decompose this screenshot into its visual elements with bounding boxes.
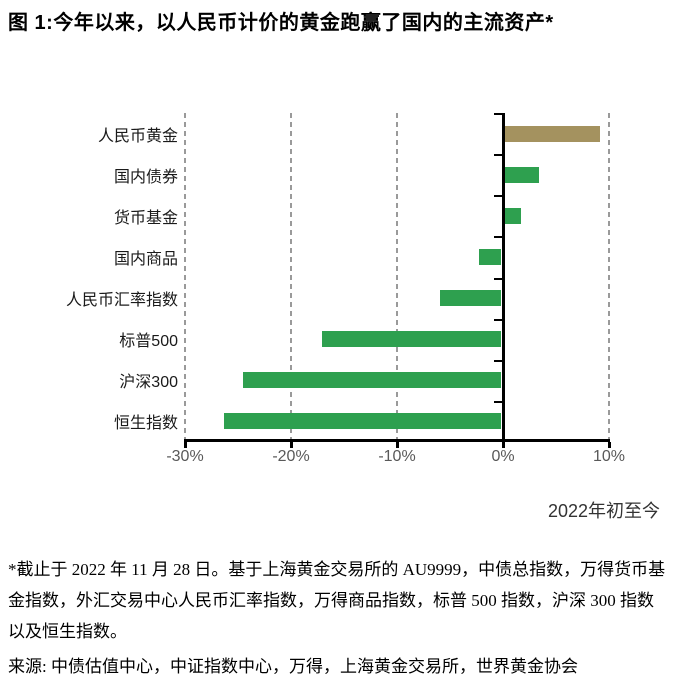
x-axis-tick bbox=[395, 442, 399, 448]
zero-axis-tick bbox=[493, 318, 502, 321]
x-axis-line bbox=[184, 439, 610, 442]
zero-axis-tick bbox=[493, 359, 502, 362]
plot-area bbox=[183, 113, 611, 448]
x-axis-tick bbox=[183, 442, 187, 448]
category-label: 标普500 bbox=[119, 333, 178, 351]
category-axis: 人民币黄金国内债券货币基金国内商品人民币汇率指数标普500 沪深300 恒生指数 bbox=[0, 113, 178, 442]
chart-title: 图 1:今年以来，以人民币计价的黄金跑赢了国内的主流资产* bbox=[8, 12, 554, 34]
bar-货币基金 bbox=[504, 207, 522, 224]
gridline--30 bbox=[184, 113, 186, 442]
footnote-block: *截止于 2022 年 11 月 28 日。基于上海黄金交易所的 AU9999，… bbox=[8, 554, 670, 682]
zero-axis-line bbox=[501, 113, 505, 442]
category-label: 恒生指数 bbox=[113, 415, 178, 433]
category-label: 货币基金 bbox=[113, 209, 178, 227]
footnote-text: *截止于 2022 年 11 月 28 日。基于上海黄金交易所的 AU9999，… bbox=[8, 560, 666, 641]
zero-axis-tick bbox=[493, 154, 502, 157]
zero-axis-tick bbox=[493, 195, 502, 198]
category-label: 国内债券 bbox=[113, 168, 178, 186]
bar-国内债券 bbox=[504, 166, 540, 183]
gridline-10 bbox=[608, 113, 610, 442]
gridline--20 bbox=[290, 113, 292, 442]
bar-国内商品 bbox=[479, 248, 502, 265]
x-tick-label: -20% bbox=[272, 448, 310, 465]
gridline--10 bbox=[396, 113, 398, 442]
category-label: 国内商品 bbox=[113, 250, 178, 268]
x-axis-tick bbox=[289, 442, 293, 448]
bar-沪深300 bbox=[242, 372, 502, 389]
x-tick-labels: -30% -20% -10% 0% 10% bbox=[0, 448, 680, 472]
bar-标普500 bbox=[322, 331, 502, 348]
x-tick-label: 0% bbox=[491, 448, 515, 465]
category-label: 人民币汇率指数 bbox=[65, 292, 178, 310]
zero-axis-tick bbox=[493, 277, 502, 280]
x-tick-label: -30% bbox=[166, 448, 204, 465]
x-axis-tick bbox=[501, 442, 505, 448]
zero-axis-tick bbox=[493, 236, 502, 239]
bar-人民币汇率指数 bbox=[440, 290, 502, 307]
x-tick-label: 10% bbox=[592, 448, 626, 465]
category-label: 人民币黄金 bbox=[97, 127, 178, 145]
x-tick-label: -10% bbox=[378, 448, 416, 465]
source-text: 来源: 中债估值中心，中证指数中心，万得，上海黄金交易所，世界黄金协会 bbox=[8, 657, 578, 676]
x-axis-caption: 2022年初至今 bbox=[547, 501, 660, 521]
zero-axis-tick bbox=[493, 400, 502, 403]
category-label: 沪深300 bbox=[119, 374, 178, 392]
bar-人民币黄金 bbox=[504, 125, 600, 142]
bar-恒生指数 bbox=[223, 413, 502, 430]
x-axis-tick bbox=[607, 442, 611, 448]
zero-axis-tick bbox=[493, 113, 502, 115]
